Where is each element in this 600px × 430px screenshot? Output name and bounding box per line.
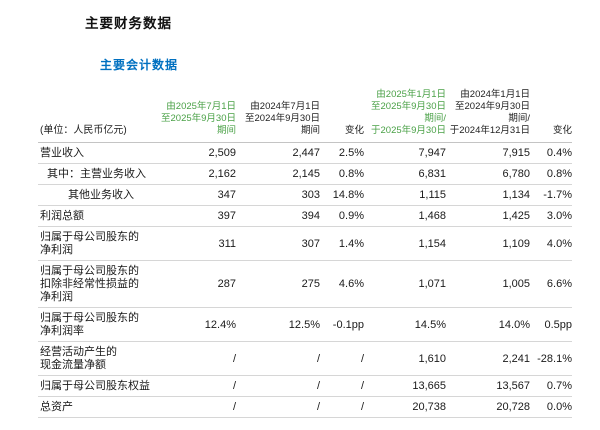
row-operating-cash-flow: 经营活动产生的 现金流量净额 / / / 1,610 2,241 -28.1% [38,341,572,376]
cell: 20,728 [446,396,530,418]
cell: 2.5% [320,142,364,164]
row-label: 归属于母公司股东的 净利润 [38,226,158,261]
row-net-profit-attributable: 归属于母公司股东的 净利润 311 307 1.4% 1,154 1,109 4… [38,226,572,261]
row-total-assets: 总资产 / / / 20,738 20,728 0.0% [38,396,572,418]
cell: 347 [158,184,236,206]
cell: 1.4% [320,226,364,261]
cell: 2,145 [236,163,320,185]
cell: 311 [158,226,236,261]
cell: / [158,341,236,376]
cell: 1,468 [364,205,446,227]
row-label: 归属于母公司股东的 净利润率 [38,307,158,342]
cell: 0.5pp [530,307,572,342]
cell: 397 [158,205,236,227]
cell: 0.0% [530,396,572,418]
cell: 13,665 [364,375,446,397]
row-label: 营业收入 [38,142,158,164]
cell: 1,109 [446,226,530,261]
cell: 2,162 [158,163,236,185]
row-label: 总资产 [38,396,158,418]
cell: / [320,375,364,397]
row-label: 利润总额 [38,205,158,227]
row-label: 经营活动产生的 现金流量净额 [38,341,158,376]
cell: / [236,341,320,376]
cell: / [320,396,364,418]
cell: 1,115 [364,184,446,206]
cell: / [158,396,236,418]
cell: 1,425 [446,205,530,227]
col-header-period-9m-2024: 由2024年1月1日 至2024年9月30日 期间/ 于2024年12月31日 [446,87,530,143]
cell: 287 [158,260,236,308]
cell: 1,005 [446,260,530,308]
row-net-profit-excl-nonrecurring: 归属于母公司股东的 扣除非经常性损益的 净利润 287 275 4.6% 1,0… [38,260,572,308]
cell: 3.0% [530,205,572,227]
cell: 7,947 [364,142,446,164]
col-header-change-ytd: 变化 [530,87,572,143]
cell: -28.1% [530,341,572,376]
row-shareholders-equity: 归属于母公司股东权益 / / / 13,665 13,567 0.7% [38,375,572,397]
row-label: 其他业务收入 [38,184,158,206]
cell: / [236,375,320,397]
cell: 2,509 [158,142,236,164]
col-header-change-quarter: 变化 [320,87,364,143]
cell: 0.9% [320,205,364,227]
col-header-period-9m-2025: 由2025年1月1日 至2025年9月30日 期间/ 于2025年9月30日 [364,87,446,143]
financial-data-table: (单位：人民币亿元) 由2025年7月1日 至2025年9月30日 期间 由20… [38,87,572,418]
cell: 394 [236,205,320,227]
row-main-business-revenue: 其中：主营业务收入 2,162 2,145 0.8% 6,831 6,780 0… [38,163,572,185]
cell: / [236,396,320,418]
cell: 2,447 [236,142,320,164]
cell: 1,154 [364,226,446,261]
cell: -0.1pp [320,307,364,342]
row-label: 归属于母公司股东权益 [38,375,158,397]
cell: 275 [236,260,320,308]
cell: 1,071 [364,260,446,308]
cell: 1,610 [364,341,446,376]
cell: 4.6% [320,260,364,308]
cell: 13,567 [446,375,530,397]
col-header-period-q3-2024: 由2024年7月1日 至2024年9月30日 期间 [236,87,320,143]
cell: 4.0% [530,226,572,261]
cell: 303 [236,184,320,206]
section-subtitle: 主要会计数据 [100,58,179,72]
page: 主要财务数据 主要会计数据 (单位：人民币亿元) 由2025年7月1日 至202… [38,16,572,418]
row-operating-revenue: 营业收入 2,509 2,447 2.5% 7,947 7,915 0.4% [38,142,572,164]
row-label: 其中：主营业务收入 [38,163,158,185]
cell: 307 [236,226,320,261]
row-net-profit-margin: 归属于母公司股东的 净利润率 12.4% 12.5% -0.1pp 14.5% … [38,307,572,342]
col-header-period-q3-2025: 由2025年7月1日 至2025年9月30日 期间 [158,87,236,143]
cell: 14.8% [320,184,364,206]
cell: 20,738 [364,396,446,418]
cell: 6,780 [446,163,530,185]
cell: 0.4% [530,142,572,164]
cell: 14.5% [364,307,446,342]
row-other-business-revenue: 其他业务收入 347 303 14.8% 1,115 1,134 -1.7% [38,184,572,206]
cell: 14.0% [446,307,530,342]
cell: 7,915 [446,142,530,164]
cell: 0.7% [530,375,572,397]
cell: 6,831 [364,163,446,185]
row-label: 归属于母公司股东的 扣除非经常性损益的 净利润 [38,260,158,308]
cell: 6.6% [530,260,572,308]
cell: 0.8% [530,163,572,185]
cell: 12.5% [236,307,320,342]
cell: 12.4% [158,307,236,342]
cell: / [320,341,364,376]
row-total-profit: 利润总额 397 394 0.9% 1,468 1,425 3.0% [38,205,572,227]
cell: -1.7% [530,184,572,206]
cell: / [158,375,236,397]
unit-label: (单位：人民币亿元) [38,87,158,143]
cell: 2,241 [446,341,530,376]
cell: 0.8% [320,163,364,185]
page-title: 主要财务数据 [85,16,172,31]
table-header-row: (单位：人民币亿元) 由2025年7月1日 至2025年9月30日 期间 由20… [38,87,572,143]
cell: 1,134 [446,184,530,206]
